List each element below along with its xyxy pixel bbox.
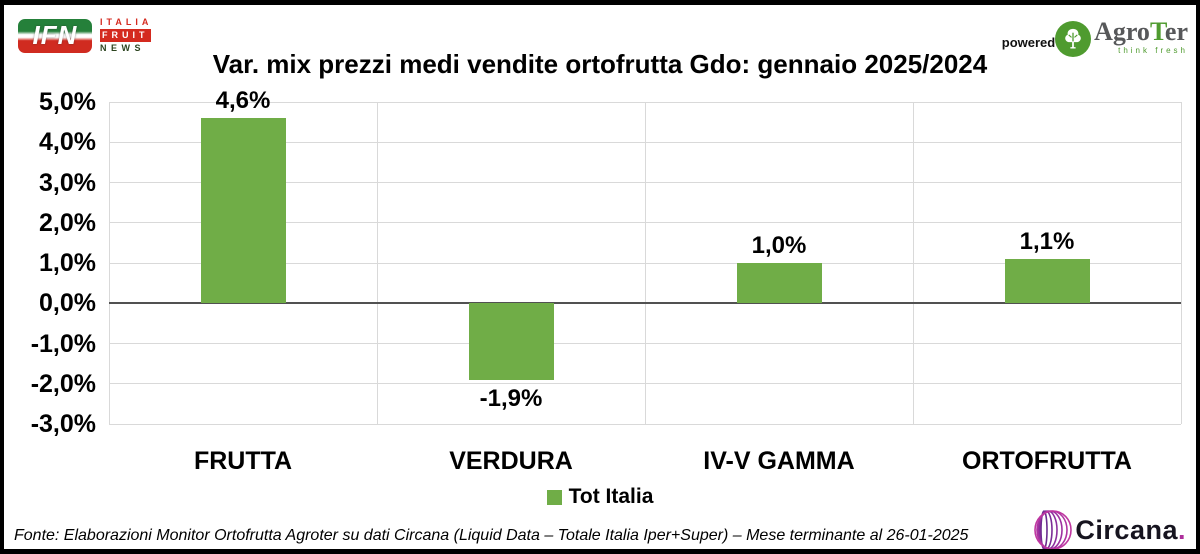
- y-axis-tick-label: 1,0%: [39, 249, 96, 277]
- category-label-ortofrutta: ORTOFRUTTA: [962, 447, 1132, 475]
- agroter-wordmark: AgroTer: [1094, 17, 1188, 46]
- category-label-frutta: FRUTTA: [193, 447, 293, 475]
- category-label-iv-v gamma: IV-V GAMMA: [703, 447, 855, 475]
- circana-logo: Circana.: [1033, 507, 1186, 549]
- vertical-gridline: [1181, 102, 1182, 424]
- y-axis-tick-label: 5,0%: [39, 88, 96, 116]
- bar-value-label: 1,1%: [1019, 227, 1075, 255]
- legend-color-swatch: [546, 489, 562, 505]
- bar-frutta: [200, 118, 286, 304]
- y-axis-tick-label: -3,0%: [30, 410, 96, 438]
- bar-verdura: [468, 303, 554, 380]
- agroter-tree-icon: [1055, 21, 1092, 57]
- legend-label: Tot Italia: [568, 485, 654, 508]
- circana-rings-icon: [1034, 510, 1073, 549]
- source-note: Fonte: Elaborazioni Monitor Ortofrutta A…: [14, 527, 969, 544]
- circana-wordmark: Circana.: [1075, 514, 1186, 545]
- vertical-gridline: [109, 102, 110, 424]
- y-axis-tick-label: 0,0%: [39, 289, 96, 318]
- y-axis-tick-label: 3,0%: [39, 168, 96, 197]
- ifn-line-italia: ITALIA: [100, 17, 153, 27]
- y-axis-tick-label: -1,0%: [30, 329, 96, 358]
- bar-value-label: -1,9%: [479, 384, 543, 412]
- y-axis-tick-label: 2,0%: [39, 208, 96, 237]
- ifn-flag-icon: IFN: [18, 18, 92, 53]
- vertical-gridline: [913, 102, 914, 424]
- y-axis-tick-label: 4,0%: [39, 128, 96, 157]
- ifn-wordmark: ITALIA FRUIT NEWS: [100, 17, 152, 54]
- ifn-line-fruit: FRUIT: [100, 29, 151, 42]
- chart-title: Var. mix prezzi medi vendite ortofrutta …: [212, 49, 988, 79]
- bar-value-label: 1,0%: [751, 232, 807, 259]
- chart-legend: Tot Italia: [4, 485, 1196, 509]
- vertical-gridline: [377, 102, 378, 424]
- ifn-line-news: NEWS: [100, 43, 145, 53]
- vertical-gridline: [645, 102, 646, 424]
- bar-iv-v gamma: [736, 263, 822, 304]
- bar-value-label: 4,6%: [215, 87, 271, 115]
- bar-ortofrutta: [1004, 258, 1090, 304]
- ifn-logo: IFN ITALIA FRUIT NEWS: [18, 17, 152, 54]
- y-axis-tick-label: -2,0%: [30, 369, 96, 398]
- agroter-logo: AgroTer think fresh: [1055, 19, 1188, 57]
- ifn-monogram: IFN: [32, 20, 78, 50]
- category-label-verdura: VERDURA: [449, 447, 573, 475]
- horizontal-gridline: [109, 423, 1181, 425]
- agroter-tagline: think fresh: [1118, 46, 1188, 55]
- zero-axis-line: [109, 302, 1181, 305]
